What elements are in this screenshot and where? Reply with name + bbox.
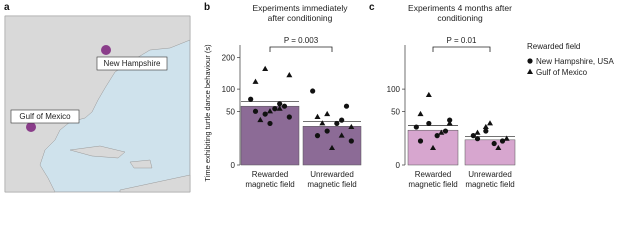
data-point (310, 88, 316, 94)
y-tick-label: 100 (222, 85, 236, 94)
map-island (69, 145, 126, 159)
map-label: New Hampshire (104, 59, 161, 68)
data-point (413, 124, 419, 130)
data-point (446, 120, 453, 126)
x-tick-label: Rewarded magnetic field (408, 170, 458, 189)
map-label: Gulf of Mexico (19, 112, 71, 121)
legend-marker (527, 68, 533, 74)
data-point (343, 103, 350, 109)
data-point (438, 129, 445, 135)
data-point (487, 120, 493, 126)
data-point (252, 78, 259, 84)
data-point (277, 101, 283, 107)
data-point (286, 114, 292, 120)
legend-marker (527, 58, 533, 64)
x-tick-label: Unrewarded magnetic field (465, 170, 515, 189)
map: New Hampshire Gulf of Mexico (4, 15, 191, 193)
y-tick-label: 50 (226, 107, 235, 116)
data-point (281, 103, 288, 109)
significance-bracket (432, 46, 491, 52)
data-point (482, 123, 489, 130)
data-point (348, 123, 355, 130)
data-point (248, 96, 254, 102)
data-point (425, 91, 432, 98)
data-point (314, 133, 321, 139)
data-point (430, 144, 436, 151)
data-point (348, 138, 354, 144)
data-point (503, 135, 510, 141)
panel-label: b (204, 2, 211, 13)
panel-label: a (4, 2, 10, 13)
y-tick-label: 200 (222, 54, 236, 63)
y-tick-label: 100 (387, 85, 401, 94)
data-point (447, 117, 453, 123)
site-marker (26, 122, 36, 132)
legend-label: New Hampshire, USA (536, 57, 614, 66)
data-point (276, 105, 283, 111)
panel-label: c (369, 2, 375, 13)
data-point (470, 133, 476, 139)
data-point (324, 110, 331, 117)
data-point (262, 65, 269, 71)
data-point (442, 128, 449, 134)
map-island (129, 159, 153, 169)
significance-label: P = 0.003 (284, 36, 319, 45)
data-point (272, 106, 278, 112)
significance-bracket (269, 46, 333, 52)
data-point (324, 128, 330, 134)
label-box (96, 56, 168, 71)
data-point (474, 129, 481, 135)
data-point (267, 108, 273, 114)
data-point (252, 108, 259, 114)
chart-title: Experiments 4 months after conditioning (408, 3, 512, 23)
chart-title: Experiments immediately after conditioni… (252, 3, 348, 23)
data-point (417, 138, 424, 144)
figure: {"map": {"panel_label": "a", "labels": [… (4, 2, 615, 193)
data-point (417, 110, 424, 117)
data-point (334, 120, 340, 127)
data-point (319, 120, 326, 126)
data-point (339, 117, 345, 123)
x-tick-label: Unrewarded magnetic field (307, 170, 357, 189)
site-marker (101, 45, 111, 55)
data-point (499, 138, 506, 144)
significance-label: P = 0.01 (447, 36, 477, 45)
map-land (4, 15, 191, 193)
data-point (314, 113, 321, 119)
data-point (483, 128, 489, 134)
legend-label: Gulf of Mexico (536, 68, 588, 77)
y-tick-label: 0 (396, 161, 401, 170)
data-point (426, 120, 432, 127)
label-box (10, 109, 80, 124)
data-point (329, 144, 335, 151)
data-point (434, 133, 440, 139)
data-point (257, 116, 264, 123)
data-point (267, 120, 273, 127)
x-tick-label: Rewarded magnetic field (245, 170, 295, 189)
data-point (262, 111, 268, 117)
data-point (286, 72, 293, 78)
data-point (338, 132, 345, 138)
data-point (495, 144, 502, 151)
y-tick-label: 50 (391, 107, 400, 116)
map-land (119, 174, 191, 193)
canvas: New Hampshire Gulf of Mexico Time exhibi… (4, 15, 614, 193)
data-point (474, 136, 481, 142)
data-point (491, 140, 497, 147)
y-axis-label: Time exhibiting turtle dance behaviour (… (203, 44, 212, 182)
legend-title: Rewarded field (527, 42, 580, 51)
y-tick-label: 0 (231, 161, 236, 170)
bar (464, 139, 516, 166)
